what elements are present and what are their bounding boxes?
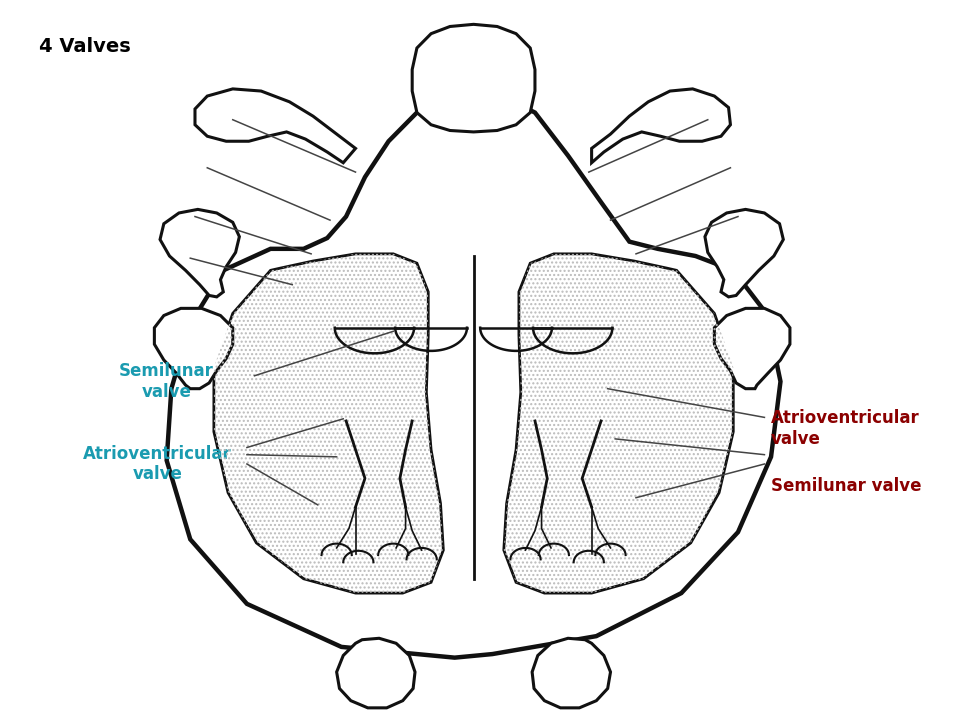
- Text: Semilunar valve: Semilunar valve: [771, 477, 922, 495]
- Polygon shape: [167, 91, 780, 657]
- Text: Semilunar
valve: Semilunar valve: [119, 362, 214, 401]
- Polygon shape: [214, 254, 444, 593]
- Polygon shape: [160, 210, 239, 297]
- Polygon shape: [714, 308, 790, 389]
- Text: 4 Valves: 4 Valves: [39, 37, 131, 56]
- Polygon shape: [337, 639, 415, 708]
- Text: Atrioventricular
valve: Atrioventricular valve: [83, 444, 231, 483]
- Polygon shape: [155, 308, 232, 389]
- Polygon shape: [504, 254, 733, 593]
- Polygon shape: [591, 89, 731, 163]
- Polygon shape: [532, 639, 611, 708]
- Polygon shape: [195, 89, 355, 163]
- Polygon shape: [412, 24, 535, 132]
- Text: Atrioventricular
valve: Atrioventricular valve: [771, 409, 920, 448]
- Polygon shape: [705, 210, 783, 297]
